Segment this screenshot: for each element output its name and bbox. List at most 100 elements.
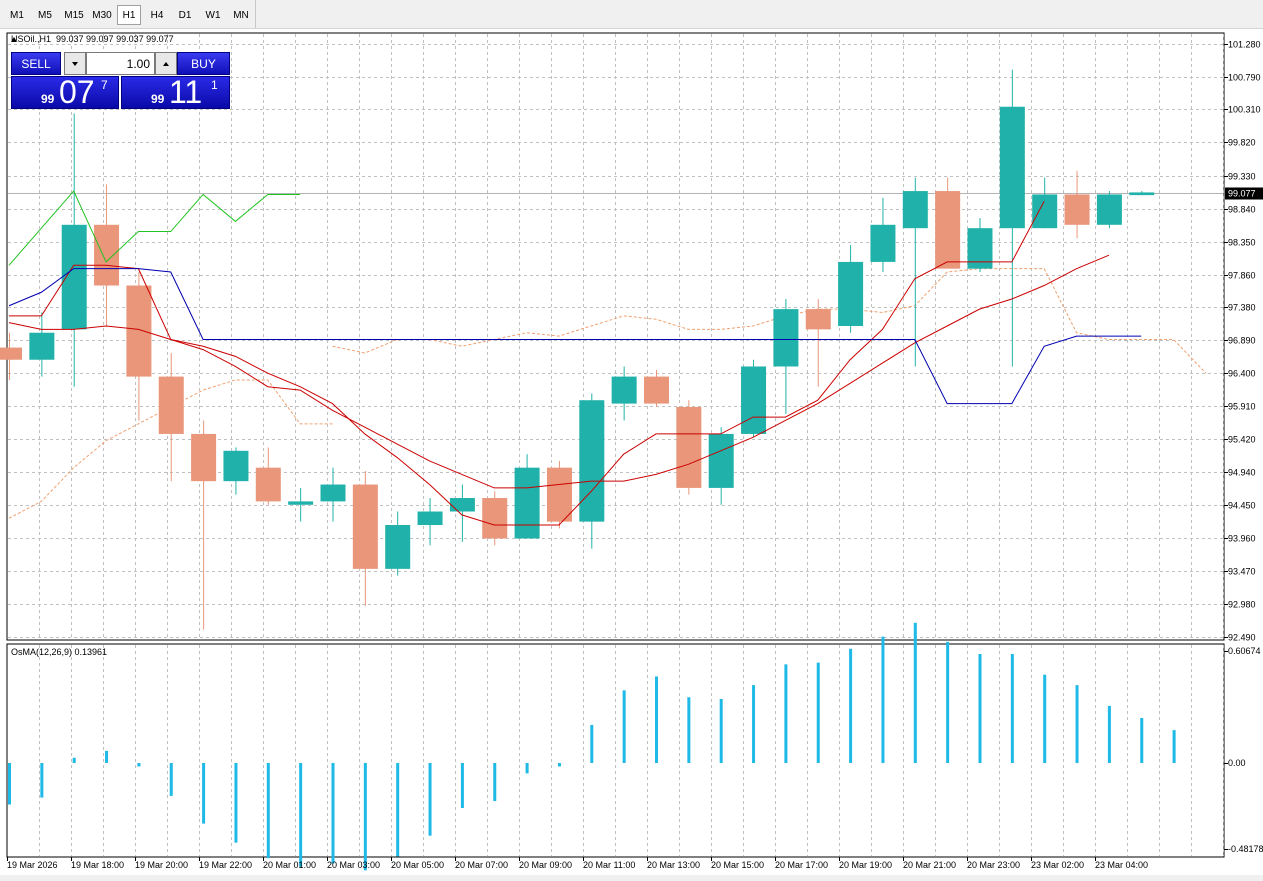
timeframe-h1[interactable]: H1 — [117, 5, 141, 25]
time-tick-label: 20 Mar 11:00 — [583, 860, 635, 870]
time-tick-label: 20 Mar 07:00 — [455, 860, 508, 870]
lot-decrease-arrow-icon[interactable] — [64, 52, 86, 75]
time-tick-label: 19 Mar 20:00 — [135, 860, 188, 870]
osma-histogram-bar — [881, 636, 885, 763]
candle-body — [191, 433, 217, 482]
candle-body — [449, 498, 475, 512]
time-tick-label: 23 Mar 02:00 — [1031, 860, 1084, 870]
candle-body — [870, 224, 896, 262]
osma-histogram-bar — [816, 662, 820, 763]
osma-tick-label: 0.60674 — [1228, 646, 1261, 656]
time-tick-label: 20 Mar 01:00 — [263, 860, 316, 870]
price-tick-label: 92.490 — [1228, 633, 1256, 643]
time-tick-label: 20 Mar 05:00 — [391, 860, 444, 870]
osma-histogram-bar — [234, 763, 238, 843]
sell-button[interactable]: SELL — [11, 52, 61, 75]
bottom-strip — [0, 875, 1263, 881]
osma-histogram-bar — [363, 763, 367, 871]
candle-body — [482, 498, 508, 539]
buy-price-prefix: 99 — [151, 92, 165, 106]
timeframe-m30[interactable]: M30 — [92, 10, 112, 21]
candle-body — [935, 191, 961, 269]
buy-price-main: 11 — [169, 74, 203, 110]
sell-price-prefix: 99 — [41, 92, 55, 106]
osma-histogram-bar — [687, 697, 691, 763]
price-tick-label: 100.310 — [1228, 105, 1261, 115]
candle-body — [579, 400, 605, 522]
time-tick-label: 20 Mar 17:00 — [775, 860, 828, 870]
timeframe-mn[interactable]: MN — [233, 10, 249, 21]
moving-average-slow-line — [8, 254, 1110, 489]
osma-histogram-bar — [428, 763, 432, 836]
timeframe-m1[interactable]: M1 — [10, 10, 24, 21]
candle-body — [94, 224, 120, 286]
osma-histogram-bar — [72, 757, 76, 763]
buy-price-pip: 1 — [211, 78, 218, 92]
osma-histogram-bar — [493, 763, 497, 802]
timeframe-d1[interactable]: D1 — [178, 10, 192, 21]
timeframe-toolbar: M1 M5 M15 M30 H1 H4 D1 W1 MN — [0, 0, 1263, 29]
osma-histogram-bar — [655, 676, 658, 763]
time-tick-label: 20 Mar 19:00 — [839, 860, 892, 870]
time-tick-label: 20 Mar 13:00 — [647, 860, 700, 870]
osma-histogram-bar — [169, 763, 173, 796]
timeframe-m5[interactable]: M5 — [38, 10, 52, 21]
osma-histogram-bar — [40, 763, 44, 798]
green-indicator-line — [8, 190, 301, 266]
candle-body — [288, 501, 314, 505]
osma-histogram-bar — [1043, 674, 1047, 763]
timeframe-h4[interactable]: H4 — [150, 10, 164, 21]
price-tick-label: 95.910 — [1228, 402, 1256, 412]
candle-body — [805, 309, 831, 330]
candle-body — [676, 406, 702, 488]
osma-histogram-bar — [202, 763, 206, 824]
candle-body — [1129, 192, 1155, 196]
price-tick-label: 99.330 — [1228, 172, 1256, 182]
candle-body — [255, 467, 281, 502]
timeframe-m15[interactable]: M15 — [64, 10, 84, 21]
osma-histogram-bar — [137, 763, 141, 767]
price-tick-label: 101.280 — [1228, 40, 1261, 50]
osma-histogram-bar — [266, 763, 270, 859]
osma-histogram-bar — [784, 664, 788, 763]
osma-histogram-bar — [622, 690, 626, 763]
sell-price-button[interactable]: 99 07 7 — [11, 74, 119, 110]
lot-increase-arrow-icon[interactable] — [155, 52, 177, 75]
candle-body — [61, 224, 87, 330]
price-tick-label: 100.790 — [1228, 73, 1261, 83]
chart-background — [0, 29, 1263, 875]
price-tick-label: 93.960 — [1228, 534, 1256, 544]
candle-body — [1064, 194, 1090, 225]
candle-body — [320, 484, 346, 502]
candle-body — [1096, 194, 1122, 225]
candle-body — [708, 433, 734, 488]
osma-histogram-bar — [849, 648, 853, 763]
time-tick-label: 20 Mar 23:00 — [967, 860, 1020, 870]
envelope-lower-line — [8, 379, 333, 519]
candle-body — [514, 467, 540, 539]
candle-body — [385, 525, 411, 569]
timeframe-w1[interactable]: W1 — [205, 10, 221, 21]
price-chart[interactable]: 101.280 100.790 100.310 99.820 99.330 98.840 9… — [0, 29, 1263, 875]
candle-body — [838, 261, 864, 326]
buy-button[interactable]: BUY — [177, 52, 230, 75]
osma-histogram-bar — [8, 763, 11, 805]
indicator-frame — [6, 643, 1225, 858]
symbol-info-label: USOil.,H1 99.037 99.097 99.037 99.077 — [11, 34, 174, 44]
candle-body — [126, 285, 152, 377]
one-click-trading-panel: SELL BUY 99 07 7 99 11 1 — [11, 52, 230, 110]
candle-body — [352, 484, 378, 569]
price-tick-label: 94.940 — [1228, 468, 1256, 478]
osma-histogram-bar — [590, 724, 594, 763]
candle-body — [967, 228, 993, 269]
buy-price-button[interactable]: 99 11 1 — [121, 74, 230, 110]
candle-body — [0, 347, 22, 360]
osma-histogram-bar — [460, 763, 464, 808]
osma-histogram-bar — [913, 622, 917, 763]
osma-histogram-bar — [299, 763, 303, 867]
osma-histogram-bar — [396, 763, 400, 857]
osma-histogram-bar — [1140, 718, 1144, 763]
time-tick-label: 19 Mar 2026 — [7, 860, 58, 870]
collapse-arrow-icon[interactable] — [11, 37, 17, 42]
lot-size-input[interactable] — [86, 52, 155, 75]
